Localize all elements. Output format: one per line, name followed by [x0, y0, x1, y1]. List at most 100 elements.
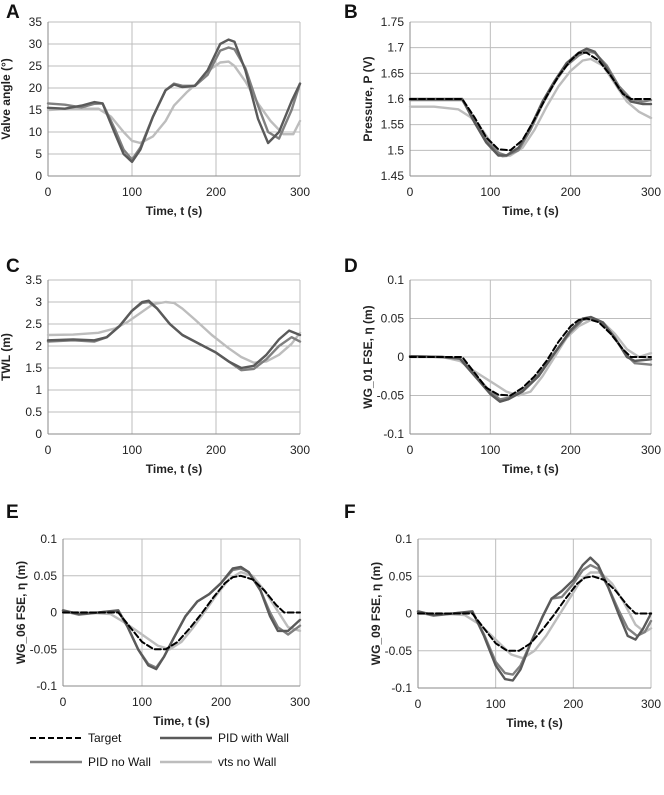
x-axis-title: Time, t (s) [153, 714, 209, 728]
y-tick-label: 0.1 [40, 532, 57, 546]
y-tick-label: 35 [29, 15, 43, 29]
x-axis-title: Time, t (s) [146, 462, 202, 476]
x-tick-label: 300 [641, 697, 661, 711]
legend-label: PID no Wall [88, 755, 151, 769]
legend-label: PID with Wall [218, 731, 289, 745]
y-tick-label: -0.05 [385, 644, 413, 658]
legend-label: vts no Wall [218, 755, 276, 769]
panel-d: D 0 100 200 300 -0.1 -0.05 0 0.05 0.1 Time, t (s) W… [344, 256, 661, 476]
y-axis-title: Pressure, P (V) [361, 56, 375, 141]
x-tick-label: 300 [290, 185, 310, 199]
y-tick-label: 25 [29, 59, 43, 73]
x-tick-label: 0 [407, 185, 414, 199]
y-tick-label: 1.5 [387, 143, 404, 157]
legend: Target PID with Wall PID no Wall vts no Wal… [30, 731, 289, 769]
y-axis-title: WG_01 FSE, η (m) [361, 305, 375, 408]
x-tick-label: 200 [561, 443, 581, 457]
x-tick-label: 200 [561, 185, 581, 199]
y-tick-label: -0.1 [391, 681, 412, 695]
series-line-vts-no-wall [416, 571, 653, 660]
panel-c: C 0 100 200 300 0 0.5 1 1.5 2 2.5 3 3.5 Time, t (s) TW… [0, 256, 310, 476]
y-tick-label: 0 [405, 607, 412, 621]
x-tick-label: 300 [641, 443, 661, 457]
x-tick-label: 300 [641, 185, 661, 199]
y-axis-title: WG_06 FSE, η (m) [14, 561, 28, 664]
panel-a: A 0 100 200 300 0 5 10 15 20 25 30 35 Time, t (s) Valv… [0, 2, 310, 218]
panel-e: E 0 100 200 300 -0.1 -0.05 0 0.05 0.1 Time, t (s) W… [6, 502, 310, 728]
x-tick-label: 100 [132, 695, 152, 709]
x-axis-title: Time, t (s) [146, 204, 202, 218]
panel-label-d: D [344, 256, 358, 277]
series-line-pid-with-wall [46, 38, 302, 164]
y-tick-label: 3.5 [25, 273, 42, 287]
panel-label-c: C [6, 256, 20, 277]
series-line-target [417, 575, 652, 652]
y-tick-label: 0.05 [381, 312, 405, 326]
series-line-target [409, 51, 652, 152]
x-tick-label: 100 [122, 185, 142, 199]
x-tick-label: 0 [407, 443, 414, 457]
x-tick-label: 0 [45, 443, 52, 457]
panel-label-f: F [344, 502, 356, 523]
y-tick-label: 10 [29, 125, 43, 139]
x-tick-label: 0 [60, 695, 67, 709]
series-line-pid-with-wall [408, 315, 653, 403]
x-tick-label: 300 [290, 695, 310, 709]
y-tick-label: 0 [397, 350, 404, 364]
y-tick-label: 0 [50, 606, 57, 620]
y-axis-title: TWL (m) [0, 333, 13, 381]
y-tick-label: 30 [29, 37, 43, 51]
y-tick-label: 0.1 [395, 532, 412, 546]
x-axis-title: Time, t (s) [502, 462, 558, 476]
x-tick-label: 100 [480, 443, 500, 457]
y-axis-title: Valve angle (°) [0, 58, 13, 140]
series-line-pid-no-wall [61, 567, 302, 669]
y-tick-label: 5 [35, 147, 42, 161]
y-tick-label: 0 [35, 169, 42, 183]
y-tick-label: -0.05 [30, 642, 58, 656]
x-tick-label: 0 [415, 697, 422, 711]
x-tick-label: 200 [211, 695, 231, 709]
series-line-pid-with-wall [416, 556, 653, 682]
y-tick-label: -0.05 [377, 389, 405, 403]
y-tick-label: 1.5 [25, 361, 42, 375]
y-tick-label: 1.75 [381, 15, 405, 29]
series-line-pid-no-wall [416, 563, 653, 676]
x-tick-label: 200 [563, 697, 583, 711]
y-tick-label: 1.6 [387, 92, 404, 106]
x-axis-title: Time, t (s) [502, 204, 558, 218]
x-axis-title: Time, t (s) [506, 716, 562, 730]
panel-label-a: A [6, 2, 20, 23]
x-tick-label: 100 [122, 443, 142, 457]
series-line-target [62, 574, 301, 651]
x-tick-label: 300 [290, 443, 310, 457]
y-tick-label: 2.5 [25, 317, 42, 331]
y-tick-label: 2 [35, 339, 42, 353]
panel-b: B 0 100 200 300 1.45 1.5 1.55 1.6 1.65 1.7 1.75 Time… [344, 2, 661, 218]
series-line-pid-with-wall [46, 299, 302, 370]
panel-f: F 0 100 200 300 -0.1 -0.05 0 0.05 0.1 Time, t (s) W… [344, 502, 661, 730]
legend-label: Target [88, 731, 122, 745]
panel-label-b: B [344, 2, 358, 23]
series-line-vts-no-wall [46, 300, 302, 364]
x-tick-label: 0 [45, 185, 52, 199]
y-tick-label: 3 [35, 295, 42, 309]
series-line-pid-no-wall [408, 50, 653, 157]
y-tick-label: 0.5 [25, 405, 42, 419]
y-tick-label: 15 [29, 103, 43, 117]
y-tick-label: 1.55 [381, 118, 405, 132]
panel-label-e: E [6, 502, 19, 523]
x-tick-label: 200 [206, 443, 226, 457]
y-tick-label: 1.45 [381, 169, 405, 183]
series-line-pid-with-wall [61, 565, 302, 671]
series-line-pid-with-wall [408, 47, 653, 157]
y-tick-label: 1.65 [381, 66, 405, 80]
y-tick-label: 0.05 [34, 569, 58, 583]
y-tick-label: -0.1 [36, 679, 57, 693]
y-tick-label: 20 [29, 81, 43, 95]
y-tick-label: 0.1 [387, 273, 404, 287]
y-tick-label: 0 [35, 427, 42, 441]
x-tick-label: 200 [206, 185, 226, 199]
y-tick-label: 1 [35, 383, 42, 397]
